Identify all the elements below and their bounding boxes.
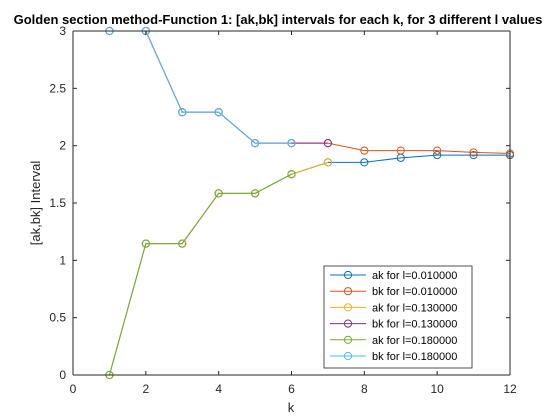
- x-tick-label: 8: [361, 382, 368, 396]
- data-point: [433, 146, 442, 155]
- x-tick-label: 2: [142, 382, 149, 396]
- x-tick-label: 0: [70, 382, 77, 396]
- legend-marker: [343, 270, 353, 280]
- y-axis-label: [ak,bk] Interval: [28, 161, 43, 246]
- legend-box: [323, 265, 473, 369]
- legend-label: bk for l=0.130000: [372, 319, 457, 331]
- y-tick-label: 0.5: [49, 311, 66, 325]
- x-axis-label: k: [288, 400, 295, 415]
- y-tick-label: 0: [59, 368, 66, 382]
- legend-marker: [343, 351, 353, 361]
- legend: ak for l=0.010000 bk for l=0.010000 ak for…: [323, 265, 473, 369]
- data-point: [250, 139, 260, 148]
- x-tick-label: 4: [215, 382, 222, 396]
- data-point: [287, 139, 296, 148]
- x-tick-label: 10: [430, 382, 444, 396]
- y-tick-label: 3: [59, 24, 66, 38]
- chart-title: Golden section method-Function 1: [ak,bk…: [14, 12, 543, 27]
- y-ticks: 0 0.5 1 1.5 2 2.5 3: [49, 24, 510, 382]
- legend-label: bk for l=0.180000: [372, 351, 457, 363]
- legend-label: ak for l=0.130000: [372, 302, 457, 314]
- legend-label: bk for l=0.010000: [372, 286, 457, 298]
- data-point: [178, 108, 187, 117]
- x-ticks: 0 2 4 6 8 10 12: [70, 31, 517, 396]
- legend-label: ak for l=0.010000: [372, 270, 457, 282]
- y-tick-label: 2: [59, 139, 66, 153]
- data-point: [250, 189, 260, 198]
- data-point: [287, 170, 296, 179]
- y-tick-label: 1: [59, 253, 66, 267]
- y-tick-label: 1.5: [49, 196, 66, 210]
- data-point: [433, 150, 442, 160]
- data-point: [178, 239, 187, 248]
- y-tick-label: 2.5: [49, 81, 66, 95]
- data-point: [360, 158, 369, 167]
- data-point: [396, 146, 405, 155]
- data-point: [323, 158, 333, 167]
- data-point: [469, 148, 478, 157]
- x-tick-label: 12: [503, 382, 517, 396]
- data-point: [360, 146, 369, 155]
- legend-marker: [343, 287, 353, 296]
- data-point: [141, 239, 150, 248]
- data-point: [214, 108, 223, 117]
- data-point: [214, 189, 223, 198]
- series-line: [108, 173, 292, 376]
- legend-marker: [343, 319, 353, 328]
- legend-label: ak for l=0.180000: [372, 335, 457, 347]
- data-point: [469, 150, 478, 160]
- legend-marker: [343, 303, 353, 312]
- series-5: [105, 170, 296, 380]
- legend-marker: [343, 335, 353, 344]
- data-point: [323, 139, 333, 148]
- x-tick-label: 6: [288, 382, 295, 396]
